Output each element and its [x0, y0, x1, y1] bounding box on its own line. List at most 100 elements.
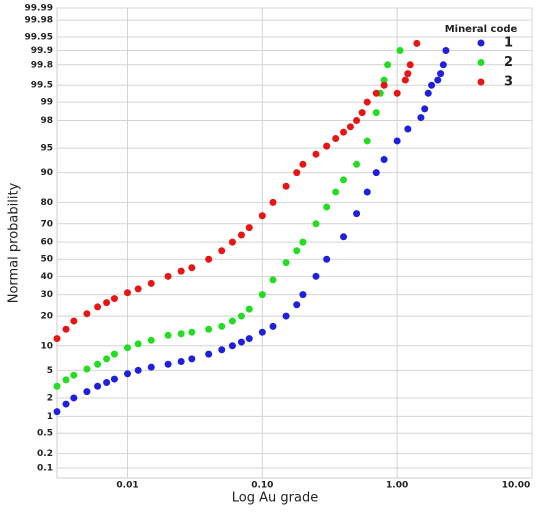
data-point — [413, 39, 421, 47]
data-point — [406, 61, 414, 69]
data-point — [94, 303, 102, 311]
data-point — [70, 371, 78, 379]
data-point — [134, 340, 142, 348]
data-point — [245, 224, 253, 232]
y-tick-label: 10 — [40, 341, 53, 351]
data-point — [237, 338, 245, 346]
data-point — [62, 400, 70, 408]
data-point — [396, 46, 404, 54]
data-point — [363, 98, 371, 106]
data-point — [428, 81, 436, 89]
data-point — [110, 295, 118, 303]
x-axis-label: Log Au grade — [232, 491, 318, 506]
data-point — [205, 325, 213, 333]
data-point — [437, 70, 445, 78]
y-tick-label: 99.9 — [31, 46, 53, 56]
data-point — [164, 272, 172, 280]
legend-title: Mineral code — [445, 24, 518, 35]
legend-label: 1 — [504, 36, 513, 51]
data-point — [124, 370, 132, 378]
data-point — [258, 212, 266, 220]
data-point — [228, 317, 236, 325]
data-point — [124, 344, 132, 352]
data-point — [147, 336, 155, 344]
data-point — [110, 350, 118, 358]
data-point — [94, 382, 102, 390]
data-point — [340, 176, 348, 184]
y-tick-label: 99 — [40, 98, 53, 108]
data-point — [110, 375, 118, 383]
plot-area — [56, 7, 533, 479]
legend-label: 3 — [504, 75, 513, 90]
data-point — [83, 365, 91, 373]
data-point — [393, 137, 401, 145]
data-point — [363, 188, 371, 196]
data-point — [358, 109, 366, 117]
data-point — [293, 301, 301, 309]
y-tick-label: 30 — [40, 290, 53, 300]
data-point — [312, 272, 320, 280]
data-point — [269, 198, 277, 206]
y-tick-label: 40 — [40, 272, 53, 282]
y-tick-label: 50 — [40, 255, 53, 265]
data-point — [134, 285, 142, 293]
data-point — [147, 363, 155, 371]
data-point — [282, 182, 290, 190]
data-point — [340, 128, 348, 136]
data-point — [442, 46, 450, 54]
data-point — [380, 76, 388, 84]
y-tick-label: 95 — [40, 144, 53, 154]
legend-marker — [477, 39, 485, 47]
y-tick-label: 99.5 — [31, 81, 53, 91]
data-point — [401, 76, 409, 84]
data-point — [188, 355, 196, 363]
data-point — [312, 220, 320, 228]
data-point — [353, 160, 361, 168]
data-point — [299, 291, 307, 299]
data-point — [346, 123, 354, 131]
data-point — [228, 238, 236, 246]
data-point — [340, 233, 348, 241]
data-point — [417, 114, 425, 122]
x-tick-label: 1.00 — [386, 481, 408, 491]
y-tick-label: 70 — [40, 219, 53, 229]
legend-marker — [477, 59, 485, 66]
data-point — [282, 312, 290, 320]
data-point — [282, 259, 290, 267]
data-point — [103, 355, 111, 363]
y-tick-label: 98 — [40, 116, 53, 126]
data-point — [404, 70, 412, 78]
data-point — [218, 247, 226, 255]
data-point — [53, 408, 61, 416]
data-point — [299, 238, 307, 246]
data-point — [70, 394, 78, 402]
y-tick-label: 99.8 — [31, 60, 53, 70]
y-tick-label: 20 — [40, 312, 53, 322]
data-point — [164, 360, 172, 368]
data-point — [134, 366, 142, 374]
y-tick-label: 2 — [47, 393, 53, 403]
data-point — [380, 81, 388, 89]
data-point — [124, 289, 132, 297]
data-point — [62, 376, 70, 384]
data-point — [205, 350, 213, 358]
data-point — [103, 378, 111, 386]
data-point — [363, 137, 371, 145]
data-point — [332, 135, 340, 143]
data-point — [323, 255, 331, 263]
y-tick-label: 90 — [40, 168, 53, 178]
data-point — [218, 322, 226, 330]
data-point — [269, 276, 277, 284]
data-point — [188, 264, 196, 272]
data-point — [269, 322, 277, 330]
data-point — [293, 247, 301, 255]
data-point — [372, 89, 380, 97]
data-point — [293, 169, 301, 177]
data-point — [258, 328, 266, 336]
y-tick-label: 60 — [40, 238, 53, 248]
data-point — [353, 210, 361, 218]
data-point — [323, 142, 331, 150]
legend-label: 2 — [504, 55, 513, 70]
data-point — [439, 61, 447, 69]
data-point — [353, 116, 361, 124]
